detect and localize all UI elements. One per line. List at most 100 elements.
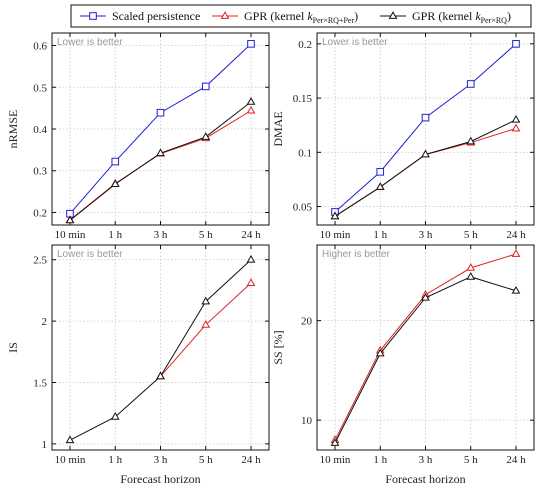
x-tick-label: 3 h xyxy=(154,229,168,241)
y-axis-label: IS xyxy=(6,342,20,353)
legend-label: GPR (kernel kPer×RQ) xyxy=(412,9,511,25)
data-point xyxy=(65,435,75,444)
y-tick-label: 10 xyxy=(301,415,313,427)
data-point xyxy=(201,319,211,328)
chart-panel: 1 1.5 2 2.5 10 min 1 h 3 h 5 h 24 h IS Forecast ho… xyxy=(6,244,270,486)
data-point xyxy=(466,263,476,271)
x-tick-label: 1 h xyxy=(108,454,122,466)
y-tick-label: 0.2 xyxy=(33,207,47,219)
x-tick-label: 3 h xyxy=(419,229,433,241)
data-point xyxy=(421,292,430,301)
x-axis-label: Forecast horizon xyxy=(120,472,200,486)
data-point xyxy=(511,123,521,132)
annotation-note: Lower is better xyxy=(322,37,388,48)
x-tick-label: 10 min xyxy=(320,229,351,241)
y-tick-label: 1.5 xyxy=(33,377,47,389)
x-tick-label: 1 h xyxy=(373,454,387,466)
data-point xyxy=(330,211,340,220)
data-point xyxy=(246,97,256,105)
legend-marker xyxy=(220,11,230,19)
data-point xyxy=(111,157,120,166)
data-point xyxy=(246,278,256,286)
data-point xyxy=(201,296,211,305)
data-point xyxy=(375,182,385,190)
y-axis-label: SS [%] xyxy=(271,330,285,364)
y-tick-label: 2 xyxy=(42,316,48,328)
legend-item: Scaled persistence xyxy=(80,9,200,23)
data-point xyxy=(156,371,165,380)
y-tick-label: 20 xyxy=(301,316,313,328)
annotation-note: Lower is better xyxy=(57,37,123,48)
x-tick-label: 3 h xyxy=(419,454,433,466)
x-tick-label: 10 min xyxy=(320,454,351,466)
data-point xyxy=(156,108,165,117)
series xyxy=(66,40,255,218)
y-tick-label: 2.5 xyxy=(33,255,47,267)
data-point xyxy=(110,179,120,187)
data-point xyxy=(375,348,385,357)
chart-panels: 0.2 0.3 0.4 0.5 0.6 10 min 1 h 3 h 5 h 24 h nRMSE L… xyxy=(6,32,535,486)
chart-panel: 0.2 0.3 0.4 0.5 0.6 10 min 1 h 3 h 5 h 24 h nRMSE L… xyxy=(6,32,270,241)
x-tick-label: 24 h xyxy=(506,454,526,466)
data-point xyxy=(511,114,521,123)
annotation-note: Higher is better xyxy=(322,249,390,260)
series xyxy=(330,114,521,220)
data-point xyxy=(466,80,475,88)
x-tick-label: 5 h xyxy=(199,229,213,241)
annotation-note: Lower is better xyxy=(57,249,123,260)
chart-panel: 0.05 0.1 0.15 0.2 10 min 1 h 3 h 5 h 24 h DMAE Low… xyxy=(271,32,535,241)
legend-item: GPR (kernel kPer×RQ) xyxy=(380,9,511,25)
legend-label: GPR (kernel kPer×RQ+Per) xyxy=(244,9,358,25)
data-point xyxy=(466,272,476,280)
legend-marker xyxy=(89,12,97,20)
data-point xyxy=(330,438,340,446)
x-tick-label: 10 min xyxy=(55,454,86,466)
data-point xyxy=(466,136,476,145)
y-tick-label: 0.5 xyxy=(33,82,47,94)
y-tick-label: 0.2 xyxy=(298,39,312,51)
data-point xyxy=(247,40,255,48)
y-tick-label: 1 xyxy=(42,439,48,451)
data-point xyxy=(421,113,430,122)
data-point xyxy=(156,148,165,157)
y-tick-label: 0.05 xyxy=(293,202,313,214)
data-point xyxy=(511,249,521,257)
y-tick-label: 0.4 xyxy=(33,124,47,136)
series-line xyxy=(69,101,252,221)
y-tick-label: 0.15 xyxy=(293,93,313,105)
data-point xyxy=(512,40,520,48)
x-tick-label: 1 h xyxy=(108,229,122,241)
series-line xyxy=(69,110,252,221)
x-tick-label: 10 min xyxy=(55,229,86,241)
data-point xyxy=(376,168,385,176)
series xyxy=(65,97,256,224)
legend-label: Scaled persistence xyxy=(112,9,200,23)
x-tick-label: 1 h xyxy=(373,229,387,241)
x-tick-label: 3 h xyxy=(154,454,168,466)
data-point xyxy=(246,254,256,263)
legend: Scaled persistence GPR (kernel kPer×RQ+Pe… xyxy=(70,4,532,28)
legend-item: GPR (kernel kPer×RQ+Per) xyxy=(212,9,358,25)
data-point xyxy=(246,105,256,114)
x-axis-label: Forecast horizon xyxy=(385,472,465,486)
legend-box xyxy=(70,4,532,28)
data-point xyxy=(511,285,521,294)
data-point xyxy=(65,215,75,224)
data-point xyxy=(110,412,120,420)
data-point xyxy=(201,82,210,91)
series xyxy=(330,272,521,446)
y-axis-label: DMAE xyxy=(271,111,285,146)
y-tick-label: 0.3 xyxy=(33,166,47,178)
series xyxy=(65,254,256,444)
chart-panel: 10 20 10 min 1 h 3 h 5 h 24 h SS [%] Forecast ho… xyxy=(271,244,535,486)
x-tick-label: 5 h xyxy=(464,229,478,241)
y-tick-label: 0.6 xyxy=(33,41,47,53)
y-axis-label: nRMSE xyxy=(6,110,20,149)
data-point xyxy=(421,149,430,158)
x-tick-label: 24 h xyxy=(506,229,526,241)
data-point xyxy=(201,132,211,140)
x-tick-label: 5 h xyxy=(199,454,213,466)
y-tick-label: 0.1 xyxy=(298,147,312,159)
x-tick-label: 24 h xyxy=(241,454,261,466)
